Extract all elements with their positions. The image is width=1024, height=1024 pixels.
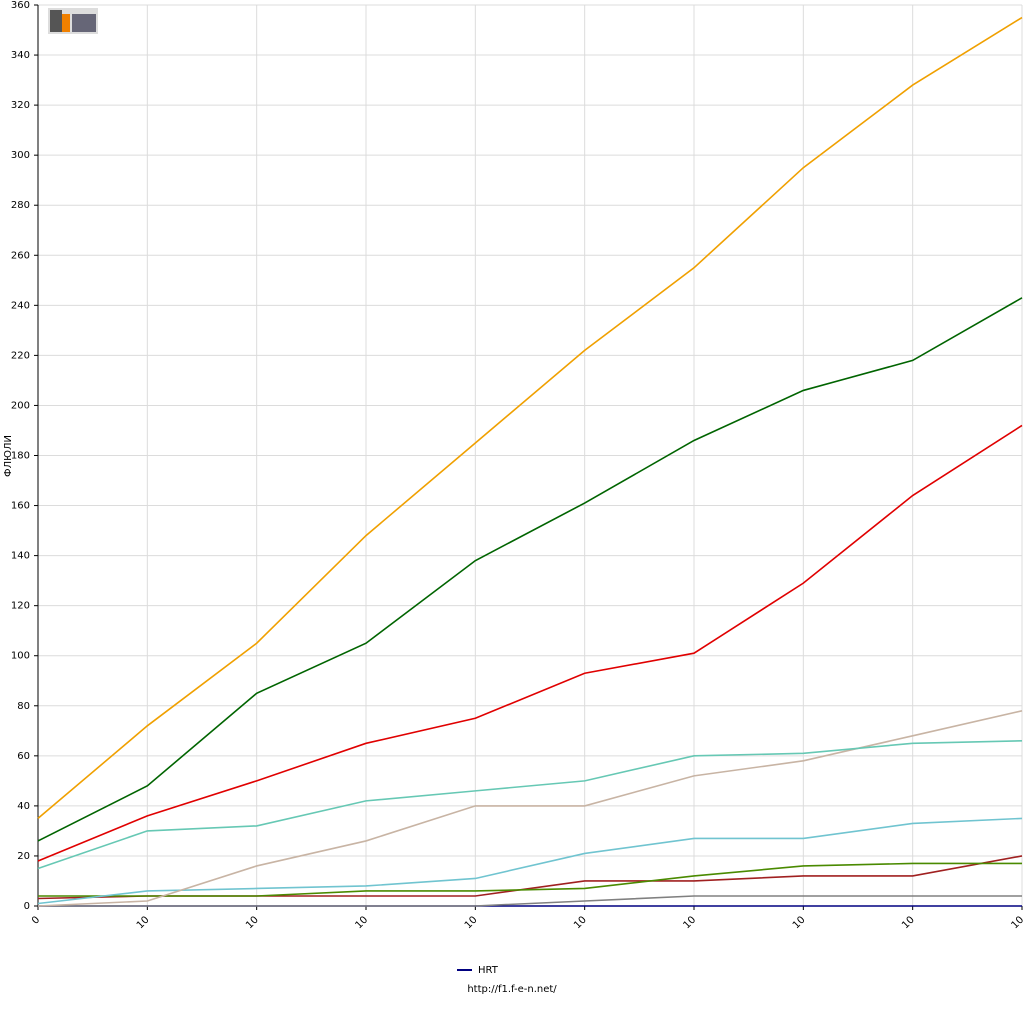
series-line: [37, 817, 1023, 905]
x-tick-label: 10: [463, 914, 480, 931]
legend-label: HRT: [478, 965, 499, 976]
y-tick-label: 160: [11, 501, 30, 512]
y-tick-label: 360: [11, 0, 30, 11]
x-tick-label: 10: [572, 914, 589, 931]
y-tick-label: 0: [24, 901, 30, 912]
y-tick-label: 100: [11, 651, 30, 662]
x-tick-label: 10: [791, 914, 808, 931]
y-tick-label: 220: [11, 350, 30, 361]
x-tick-label: 10: [681, 914, 698, 931]
series-line: [37, 424, 1023, 862]
y-tick-label: 320: [11, 100, 30, 111]
y-tick-label: 260: [11, 250, 30, 261]
logo-block: [72, 14, 96, 32]
y-tick-label: 300: [11, 150, 30, 161]
x-tick-label: 10: [1009, 914, 1024, 931]
y-tick-label: 340: [11, 50, 30, 61]
logo-block: [62, 14, 70, 32]
y-tick-label: 280: [11, 200, 30, 211]
series-line: [37, 16, 1023, 820]
y-axis-label: ФЛЮЛИ: [3, 435, 14, 477]
y-tick-label: 40: [17, 801, 30, 812]
logo: [48, 8, 98, 34]
y-tick-label: 240: [11, 300, 30, 311]
series-line: [38, 862, 1022, 897]
footer: http://f1.f-e-n.net/: [467, 984, 557, 995]
y-tick-label: 140: [11, 551, 30, 562]
series-line: [37, 740, 1023, 870]
series-line: [37, 855, 1023, 900]
y-tick-label: 180: [11, 451, 30, 462]
y-tick-label: 20: [17, 851, 30, 862]
x-tick-label: 10: [353, 914, 370, 931]
x-tick-label: 10: [244, 914, 261, 931]
logo-block: [50, 10, 62, 32]
x-tick-label: 0: [30, 914, 42, 926]
y-tick-label: 200: [11, 400, 30, 411]
x-tick-label: 10: [135, 914, 152, 931]
series-line: [38, 895, 1022, 907]
x-tick-label: 10: [900, 914, 917, 931]
y-tick-label: 60: [17, 751, 30, 762]
y-tick-label: 80: [17, 701, 30, 712]
y-tick-label: 120: [11, 601, 30, 612]
series-line: [37, 297, 1023, 842]
